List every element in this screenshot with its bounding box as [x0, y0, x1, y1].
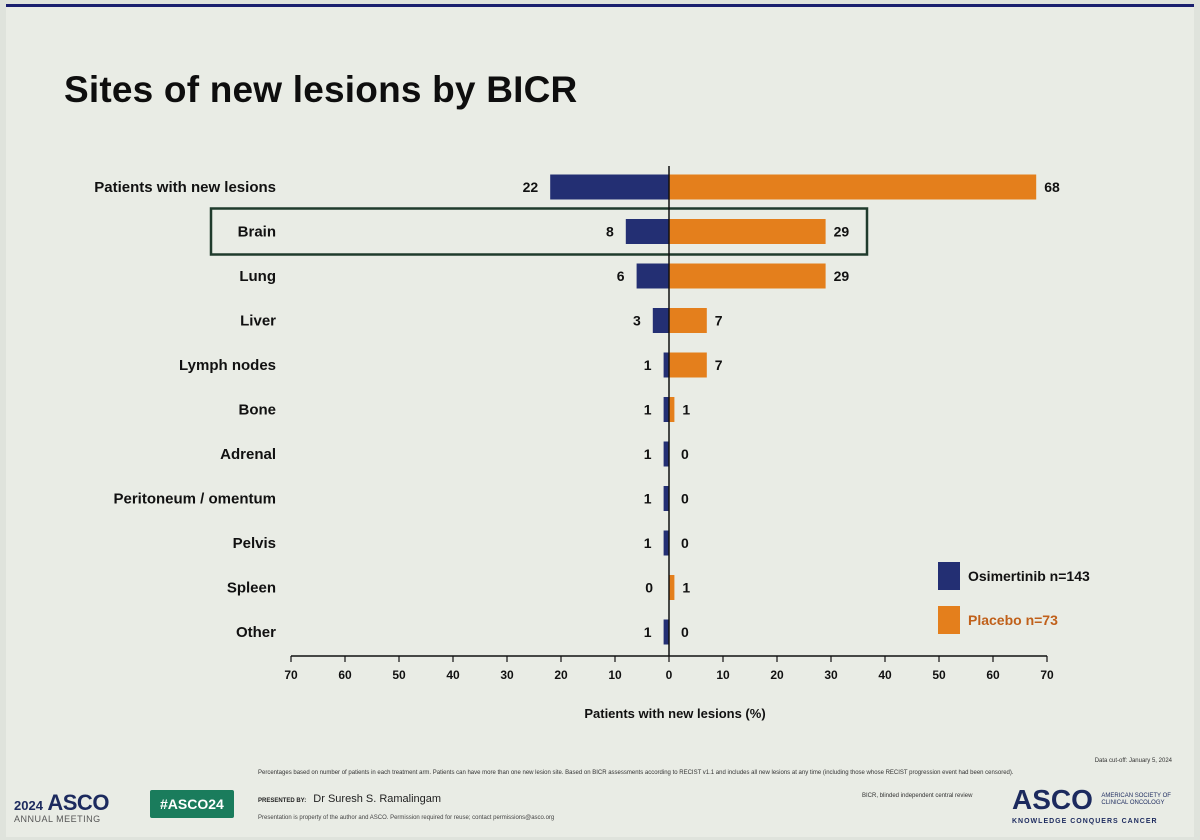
category-label-lymph-nodes: Lymph nodes — [179, 357, 276, 374]
value-label-placebo-liver: 7 — [715, 313, 723, 329]
legend-label-placebo: Placebo n=73 — [968, 612, 1058, 628]
presenter-name: Dr Suresh S. Ramalingam — [313, 793, 442, 805]
bar-placebo-liver — [669, 308, 707, 333]
x-tick-label: 20 — [770, 668, 784, 682]
highlight-box-brain — [209, 207, 869, 256]
legend-item-placebo: Placebo n=73 — [938, 606, 1090, 634]
presented-by-label: PRESENTED BY: — [258, 798, 307, 804]
asco-logo-text: ASCO — [1012, 784, 1093, 815]
x-tick-label: 70 — [284, 668, 298, 682]
value-label-placebo-adrenal: 0 — [681, 446, 689, 462]
bar-osimertinib-other — [663, 619, 669, 645]
bar-osimertinib-liver — [652, 308, 669, 333]
value-label-placebo-bone: 1 — [682, 402, 690, 418]
x-tick-label: 60 — [338, 668, 352, 682]
value-label-osimertinib-lymph-nodes: 1 — [644, 357, 652, 373]
category-label-pelvis: Pelvis — [233, 535, 276, 552]
asco-society-name: AMERICAN SOCIETY OF CLINICAL ONCOLOGY — [1101, 793, 1171, 807]
x-tick-label: 30 — [824, 668, 838, 682]
x-tick-label: 50 — [392, 668, 406, 682]
value-label-osimertinib-spleen: 0 — [645, 580, 653, 596]
x-tick-label: 40 — [878, 668, 892, 682]
x-tick-label: 10 — [608, 668, 622, 682]
value-label-placebo-patients-with-new-lesions: 68 — [1044, 179, 1060, 195]
x-axis-label: Patients with new lesions (%) — [584, 706, 765, 721]
bicr-note: BICR, blinded independent central review — [862, 793, 973, 799]
bar-osimertinib-adrenal — [663, 441, 669, 467]
bar-placebo-bone — [669, 397, 675, 422]
asco-society-line1: AMERICAN SOCIETY OF — [1101, 793, 1171, 799]
meeting-logo: 2024 ASCO ANNUAL MEETING — [14, 790, 109, 824]
hashtag-badge: #ASCO24 — [150, 790, 234, 818]
presenter-line: PRESENTED BY: Dr Suresh S. Ramalingam — [258, 793, 441, 805]
asco-tagline: KNOWLEDGE CONQUERS CANCER — [1012, 818, 1158, 825]
footnote: Percentages based on number of patients … — [258, 770, 1014, 776]
legend-label-osimertinib: Osimertinib n=143 — [968, 568, 1090, 584]
asco-society-line2: CLINICAL ONCOLOGY — [1101, 800, 1165, 806]
value-label-placebo-lung: 29 — [834, 268, 850, 284]
x-tick-label: 30 — [500, 668, 514, 682]
slide: Sites of new lesions by BICR — [6, 4, 1194, 837]
bar-osimertinib-brain — [625, 219, 669, 244]
chart-title: Sites of new lesions by BICR — [64, 69, 578, 110]
value-label-osimertinib-bone: 1 — [644, 402, 652, 418]
bar-osimertinib-patients-with-new-lesions — [550, 174, 669, 200]
property-note: Presentation is property of the author a… — [258, 815, 555, 821]
category-label-spleen: Spleen — [227, 580, 276, 597]
value-label-placebo-other: 0 — [681, 624, 689, 640]
meeting-year: 2024 — [14, 798, 43, 813]
legend-swatch-osimertinib — [938, 562, 960, 590]
bar-placebo-lymph-nodes — [669, 352, 707, 378]
category-label-liver: Liver — [240, 313, 276, 330]
x-tick-label: 70 — [1040, 668, 1054, 682]
legend-swatch-placebo — [938, 606, 960, 634]
value-label-placebo-peritoneum-omentum: 0 — [681, 491, 689, 507]
category-label-other: Other — [236, 624, 276, 641]
x-tick-label: 0 — [666, 668, 673, 682]
bar-osimertinib-pelvis — [663, 530, 669, 556]
value-label-placebo-brain: 29 — [834, 224, 850, 240]
x-tick-label: 50 — [932, 668, 946, 682]
value-label-placebo-pelvis: 0 — [681, 535, 689, 551]
value-label-placebo-lymph-nodes: 7 — [715, 357, 723, 373]
bar-osimertinib-bone — [663, 397, 669, 422]
category-label-brain: Brain — [238, 224, 276, 241]
bar-osimertinib-lymph-nodes — [663, 352, 669, 378]
bar-osimertinib-peritoneum-omentum — [663, 486, 669, 511]
category-label-peritoneum-omentum: Peritoneum / omentum — [113, 491, 276, 508]
category-label-lung: Lung — [239, 268, 276, 285]
data-cutoff: Data cut-off: January 5, 2024 — [1094, 758, 1172, 764]
category-label-patients-with-new-lesions: Patients with new lesions — [94, 179, 276, 196]
category-label-bone: Bone — [239, 402, 277, 419]
value-label-osimertinib-peritoneum-omentum: 1 — [644, 491, 652, 507]
bar-placebo-patients-with-new-lesions — [669, 174, 1037, 200]
meeting-name: ANNUAL MEETING — [14, 814, 101, 824]
value-label-osimertinib-patients-with-new-lesions: 22 — [523, 179, 539, 195]
legend-item-osimertinib: Osimertinib n=143 — [938, 562, 1090, 590]
value-label-osimertinib-other: 1 — [644, 624, 652, 640]
value-label-osimertinib-lung: 6 — [617, 268, 625, 284]
x-tick-label: 40 — [446, 668, 460, 682]
value-label-osimertinib-adrenal: 1 — [644, 446, 652, 462]
value-label-osimertinib-brain: 8 — [606, 224, 614, 240]
bar-placebo-lung — [669, 263, 826, 289]
value-label-osimertinib-pelvis: 1 — [644, 535, 652, 551]
category-label-adrenal: Adrenal — [220, 446, 276, 463]
bar-osimertinib-lung — [636, 263, 669, 289]
value-label-osimertinib-liver: 3 — [633, 313, 641, 329]
asco-logo: ASCO AMERICAN SOCIETY OF CLINICAL ONCOLO… — [1012, 784, 1171, 825]
bar-placebo-brain — [669, 219, 826, 244]
x-tick-label: 20 — [554, 668, 568, 682]
bar-placebo-spleen — [669, 575, 675, 600]
legend: Osimertinib n=143 Placebo n=73 — [938, 562, 1090, 650]
x-tick-label: 10 — [716, 668, 730, 682]
meeting-org: ASCO — [47, 790, 109, 815]
x-tick-label: 60 — [986, 668, 1000, 682]
value-label-placebo-spleen: 1 — [682, 580, 690, 596]
